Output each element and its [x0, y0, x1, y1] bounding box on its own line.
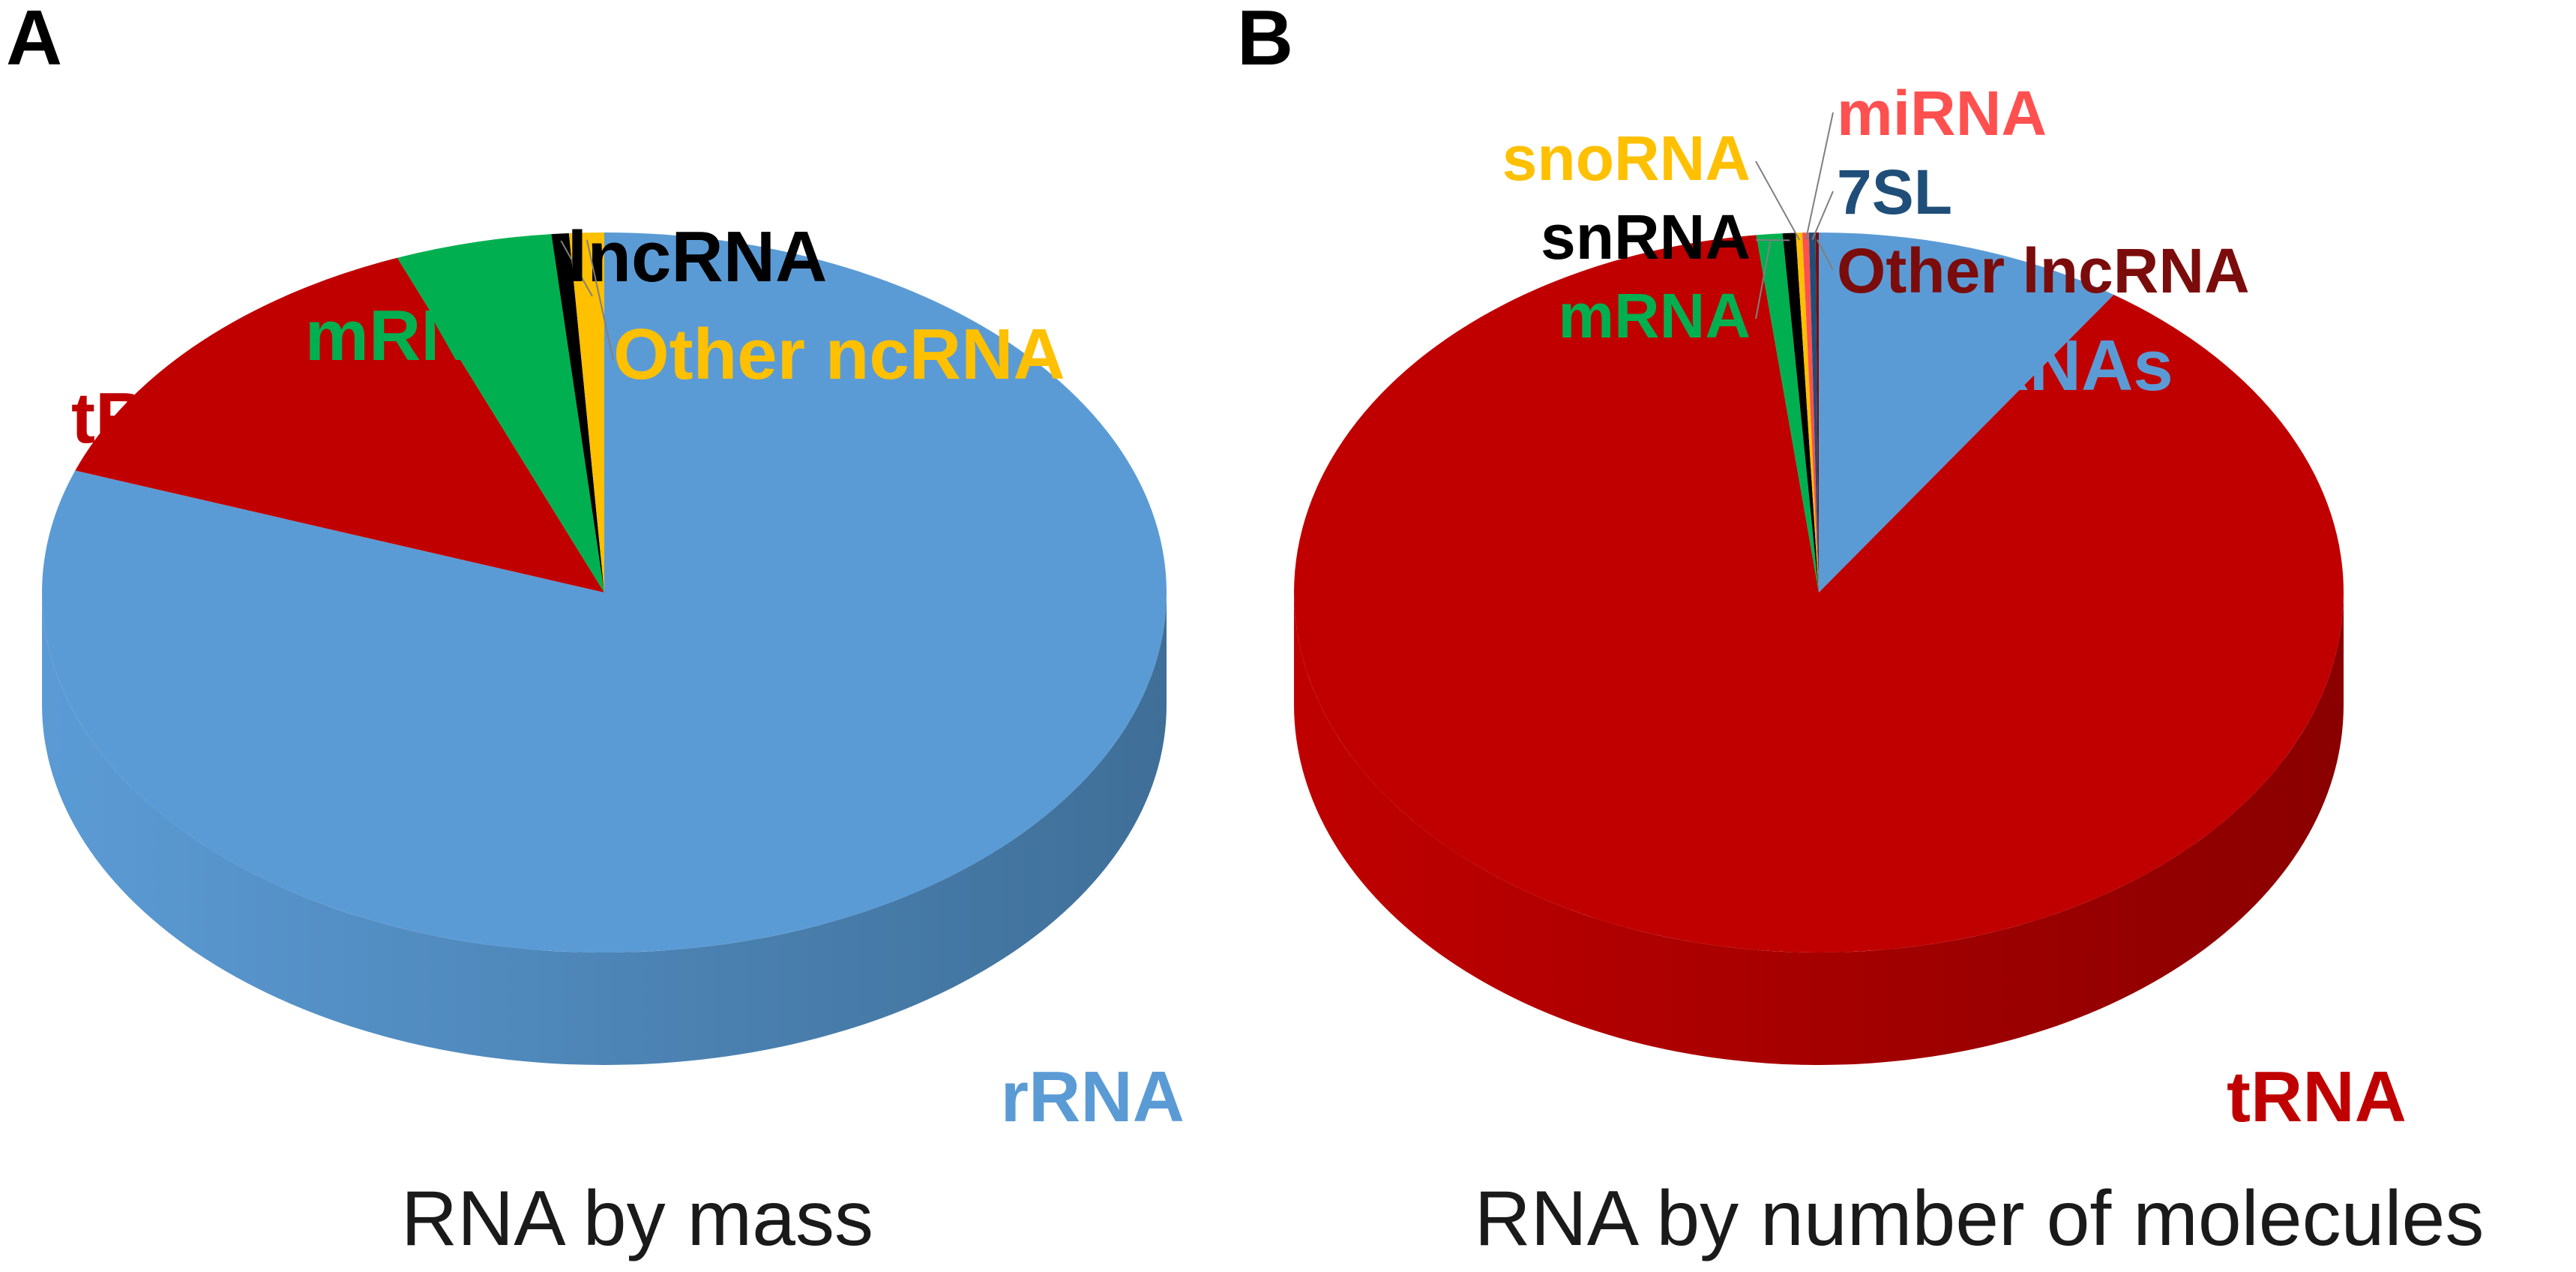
pie-side-trna: [1294, 592, 2344, 1065]
pie-slice-other-ncrna: [568, 232, 604, 592]
slice-label-rrnas: rRNAs: [1949, 326, 2173, 406]
slice-label-lncrna: lncRNA: [568, 217, 828, 297]
pie-slice-7sl: [1808, 232, 1819, 592]
pie-chart-molecules: rRNAs tRNA mRNA snRNA snoRNA miRNA 7SL Other ln…: [1293, 78, 2407, 1137]
chart-title-molecules: RNA by number of molecules: [1475, 1175, 2485, 1262]
slice-label-snorna: snoRNA: [1502, 123, 1751, 194]
leader-line-snorna: [1755, 160, 1801, 241]
pie-slice-mrna: [1756, 233, 1819, 592]
slice-label-rrna: rRNA: [1001, 1057, 1185, 1137]
panel-a: A rRNA tRNA mRNA lncRNA Other ncRNA RNA by m…: [6, 0, 1185, 1262]
slice-label-other-ncrna: Other ncRNA: [613, 314, 1065, 394]
leader-line-mirna: [1805, 112, 1834, 240]
pie-slice-rrnas: [1819, 232, 2114, 592]
pie-slice-other-lncrna: [1815, 232, 1819, 592]
pie-slice-snorna: [1796, 232, 1819, 592]
slice-label-other-lncrna: Other lncRNA: [1837, 236, 2250, 306]
pie-slice-mrna: [397, 234, 604, 592]
leader-line-lncrna: [560, 240, 593, 297]
leader-line-other-lncrna: [1816, 239, 1834, 271]
pie-slice-snrna: [1782, 232, 1819, 592]
pie-chart-mass: rRNA tRNA mRNA lncRNA Other ncRNA: [42, 217, 1185, 1137]
pie-slice-trna: [1293, 235, 2344, 952]
chart-title-mass: RNA by mass: [401, 1175, 873, 1262]
leader-line-7sl: [1811, 190, 1834, 241]
panel-letter-b: B: [1237, 0, 1293, 82]
slice-label-mrna: mRNA: [305, 296, 525, 376]
slice-label-mrna: mRNA: [1558, 280, 1751, 351]
slice-label-trna: tRNA: [71, 378, 251, 458]
panel-letter-a: A: [6, 0, 62, 82]
slice-label-mirna: miRNA: [1837, 78, 2047, 148]
leader-line-other-ncrna: [586, 239, 614, 361]
slice-label-trna: tRNA: [2227, 1057, 2407, 1137]
panel-b: B rRNAs tRNA mRNA snRNA snoRNA miRNA 7SL Other …: [1237, 0, 2484, 1262]
pie-slice-trna: [75, 257, 605, 592]
pie-slice-mirna: [1802, 232, 1819, 592]
slice-label-snrna: snRNA: [1541, 202, 1751, 272]
pie-slice-lncrna: [551, 232, 604, 592]
pie-side-rrna: [42, 592, 1167, 1065]
leader-line-mrna: [1755, 241, 1772, 320]
slice-label-7sl: 7SL: [1837, 157, 1952, 227]
